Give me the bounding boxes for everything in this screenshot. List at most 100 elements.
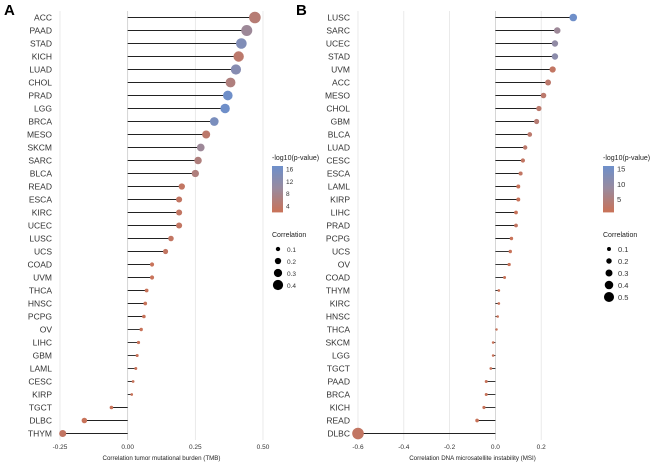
color-legend-swatch (272, 210, 283, 213)
size-legend-label: 0.4 (618, 281, 628, 290)
category-label: LIHC (33, 338, 52, 348)
size-legend-dot (606, 258, 612, 264)
size-legend-dot (274, 257, 282, 265)
lollipop-point (202, 130, 211, 139)
category-label: BRCA (326, 390, 350, 400)
color-legend-swatch (272, 187, 283, 190)
color-legend-swatch (603, 193, 614, 196)
color-legend-swatch (272, 170, 283, 173)
color-legend-swatch (272, 207, 283, 210)
x-tick-label: -0.6 (352, 444, 364, 451)
category-label: LIHC (331, 208, 350, 218)
lollipop-point (475, 418, 479, 423)
color-legend-swatch (272, 176, 283, 179)
category-label: OV (338, 260, 351, 270)
category-label: BLCA (30, 169, 53, 179)
color-legend-tick: 12 (286, 179, 294, 186)
color-legend-swatch (272, 205, 283, 208)
lollipop-point (176, 209, 183, 216)
lollipop-point (109, 405, 114, 410)
category-label: LGG (34, 104, 52, 114)
lollipop-point (168, 235, 174, 242)
lollipop-point (514, 223, 518, 228)
category-label: SARC (28, 156, 52, 166)
size-legend-label: 0.5 (618, 293, 628, 302)
size-legend-label: 0.2 (287, 259, 296, 266)
color-legend-tick: 8 (286, 191, 290, 198)
color-legend-swatch (603, 169, 614, 171)
size-legend-label: 0.3 (618, 269, 628, 278)
color-legend-swatch (272, 175, 283, 178)
lollipop-point (143, 301, 148, 306)
lollipop-point (131, 380, 135, 383)
size-legend-dot (605, 269, 613, 277)
category-label: SKCM (27, 143, 52, 153)
color-legend-swatch (272, 204, 283, 207)
color-legend-swatch (603, 192, 614, 194)
color-legend-swatch (272, 178, 283, 181)
category-label: CHOL (28, 78, 52, 88)
category-label: MESO (27, 130, 52, 140)
color-legend-swatch (603, 170, 614, 173)
category-label: PRAD (326, 221, 350, 231)
category-label: TGCT (327, 364, 350, 374)
category-label: UCS (332, 247, 350, 257)
category-label: UCS (34, 247, 52, 257)
lollipop-point (59, 429, 67, 438)
category-label: LUSC (327, 13, 350, 23)
category-label: LGG (332, 351, 350, 361)
lollipop-point (508, 249, 512, 254)
size-legend-dot (273, 268, 283, 278)
color-legend-swatch (272, 181, 283, 184)
color-legend-swatch (603, 205, 614, 208)
color-legend-swatch (603, 196, 614, 199)
size-legend-label: 0.2 (618, 257, 628, 266)
lollipop-point (496, 315, 499, 318)
lollipop-point (516, 197, 521, 202)
lollipop-point (484, 379, 488, 384)
category-label: KIRC (330, 299, 350, 309)
category-label: COAD (325, 273, 350, 283)
color-legend-tick: 10 (617, 180, 625, 189)
panel-a-plot: ACC PAAD STAD KICH LUAD CHOL PRAD LGG BRCA MESO SK… (27, 11, 319, 462)
category-label: OV (40, 325, 53, 335)
color-legend-swatch (272, 173, 283, 176)
category-label: STAD (30, 39, 52, 49)
lollipop-point (81, 417, 88, 424)
lollipop-point (551, 53, 559, 60)
lollipop-point (220, 103, 230, 114)
lollipop-point (482, 405, 486, 410)
lollipop-point (222, 90, 233, 101)
color-legend-tick: 16 (286, 167, 294, 174)
category-label: THYM (28, 429, 52, 439)
lollipop-point (549, 66, 556, 73)
category-label: DLBC (327, 429, 350, 439)
category-label: CHOL (326, 104, 350, 114)
color-legend-swatch (603, 173, 614, 176)
category-label: PAAD (29, 26, 52, 36)
color-legend-swatch (272, 202, 283, 205)
x-tick-label: 0.50 (257, 444, 270, 451)
color-legend-swatch (272, 179, 283, 182)
category-label: LAML (30, 364, 52, 374)
lollipop-point (484, 392, 488, 397)
panel-b-letter: B (296, 2, 307, 19)
category-label: UVM (331, 65, 350, 75)
lollipop-point (196, 143, 205, 152)
lollipop-point (249, 11, 261, 24)
lollipop-point (540, 92, 547, 99)
category-label: SARC (326, 26, 350, 36)
category-label: BRCA (28, 117, 52, 127)
lollipop-point (569, 13, 578, 22)
lollipop-point (534, 118, 540, 125)
size-legend-dot (272, 279, 284, 291)
category-label: UCEC (28, 221, 52, 231)
color-legend-swatch (603, 198, 614, 201)
category-label: COAD (27, 260, 52, 270)
color-legend-swatch (603, 185, 614, 188)
lollipop-point (130, 393, 134, 396)
color-legend-swatch (603, 201, 614, 204)
color-legend-swatch (603, 210, 614, 213)
category-label: CESC (326, 156, 350, 166)
category-label: BLCA (328, 130, 351, 140)
